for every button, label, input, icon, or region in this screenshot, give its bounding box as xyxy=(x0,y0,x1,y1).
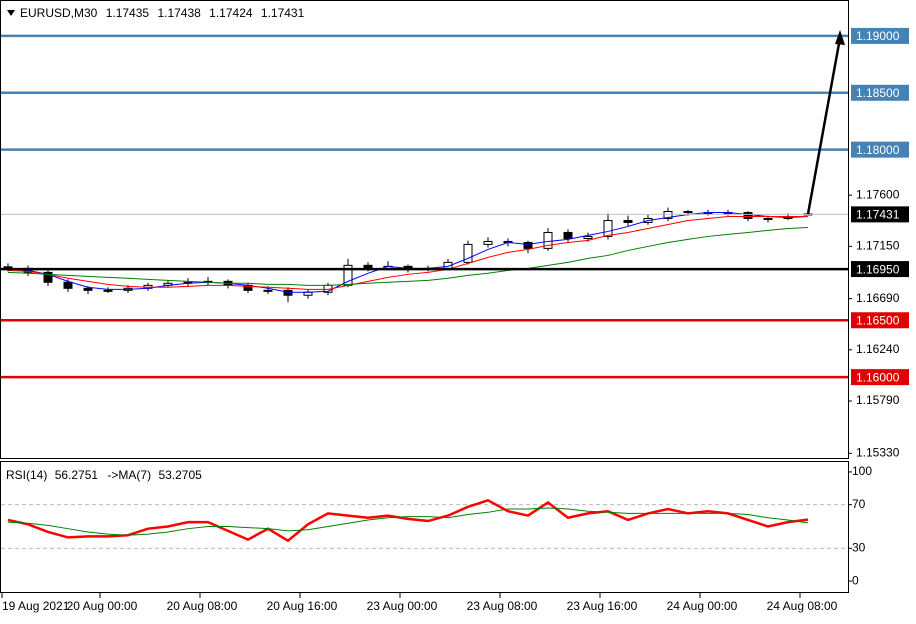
level-label-box xyxy=(851,27,909,44)
level-label: 1.16500 xyxy=(856,313,900,327)
moving-average xyxy=(7,226,809,286)
rsi-header: RSI(14) 56.2751 ->MA(7) 53.2705 xyxy=(6,468,202,482)
y-tick-label: 70 xyxy=(852,497,866,511)
x-tick-label: 20 Aug 00:00 xyxy=(67,599,138,613)
level-label: 1.16000 xyxy=(856,370,900,384)
candle-body xyxy=(43,271,53,283)
plot-layer xyxy=(1,34,848,549)
x-tick-label: 23 Aug 08:00 xyxy=(467,599,538,613)
rsi-panel xyxy=(0,461,849,593)
x-tick-label: 24 Aug 08:00 xyxy=(767,599,838,613)
chart-header: EURUSD,M30 1.17435 1.17438 1.17424 1.174… xyxy=(20,6,305,20)
level-label-box xyxy=(851,369,909,386)
level-label-box xyxy=(851,312,909,329)
candle-body xyxy=(763,217,773,220)
candle-body xyxy=(483,240,493,245)
level-label: 1.18500 xyxy=(856,86,900,100)
rsi-value: 56.2751 xyxy=(55,468,99,482)
level-label-box xyxy=(851,141,909,158)
candle-body xyxy=(663,211,673,219)
target-arrow xyxy=(806,37,842,215)
y-tick-label: 1.17150 xyxy=(856,239,900,253)
moving-average xyxy=(7,216,808,290)
x-tick-label: 20 Aug 08:00 xyxy=(167,599,238,613)
ma-value: 53.2705 xyxy=(158,468,202,482)
candle-body xyxy=(83,287,93,291)
x-tick-label: 23 Aug 00:00 xyxy=(367,599,438,613)
ma-title: ->MA(7) xyxy=(107,468,151,482)
y-tick-label: 100 xyxy=(852,464,872,478)
close: 1.17431 xyxy=(261,6,305,20)
x-tick-label: 20 Aug 16:00 xyxy=(267,599,338,613)
y-tick-label: 1.15330 xyxy=(856,446,900,460)
rsi-line xyxy=(7,507,809,536)
candle-body xyxy=(623,220,633,223)
y-tick-label: 1.15790 xyxy=(856,393,900,407)
y-tick-label: 1.17600 xyxy=(856,187,900,201)
y-tick-label: 1.16690 xyxy=(856,291,900,305)
y-tick-label: 30 xyxy=(852,541,866,555)
candle-body xyxy=(683,211,693,214)
candle-body xyxy=(263,289,273,292)
low: 1.17424 xyxy=(209,6,253,20)
arrow-head xyxy=(835,30,845,45)
candle-body xyxy=(743,212,753,219)
x-tick-label: 19 Aug 2021 xyxy=(2,599,70,613)
price-label-box xyxy=(851,206,909,223)
level-label-box xyxy=(851,261,909,278)
y-tick-label: 1.16240 xyxy=(856,342,900,356)
level-label: 1.16950 xyxy=(856,262,900,276)
x-tick-label: 23 Aug 16:00 xyxy=(567,599,638,613)
level-label-box xyxy=(851,84,909,101)
candle-body xyxy=(283,289,293,296)
candle-body xyxy=(63,281,73,289)
candle-body xyxy=(543,231,553,249)
candle-body xyxy=(523,241,533,249)
y-tick-label: 0 xyxy=(852,573,859,587)
rsi-title: RSI(14) xyxy=(6,468,47,482)
candle-body xyxy=(103,289,113,292)
rsi-line xyxy=(7,498,809,543)
price-label: 1.17431 xyxy=(856,208,900,222)
candle-body xyxy=(463,243,473,263)
candle-body xyxy=(603,220,613,237)
open: 1.17435 xyxy=(106,6,150,20)
level-label: 1.19000 xyxy=(856,29,900,43)
dropdown-triangle xyxy=(7,10,15,16)
candle-body xyxy=(563,231,573,239)
level-label: 1.18000 xyxy=(856,143,900,157)
symbol: EURUSD,M30 xyxy=(20,6,98,20)
main-panel xyxy=(0,0,849,459)
x-tick-label: 24 Aug 00:00 xyxy=(667,599,738,613)
high: 1.17438 xyxy=(157,6,201,20)
candle-body xyxy=(583,235,593,239)
